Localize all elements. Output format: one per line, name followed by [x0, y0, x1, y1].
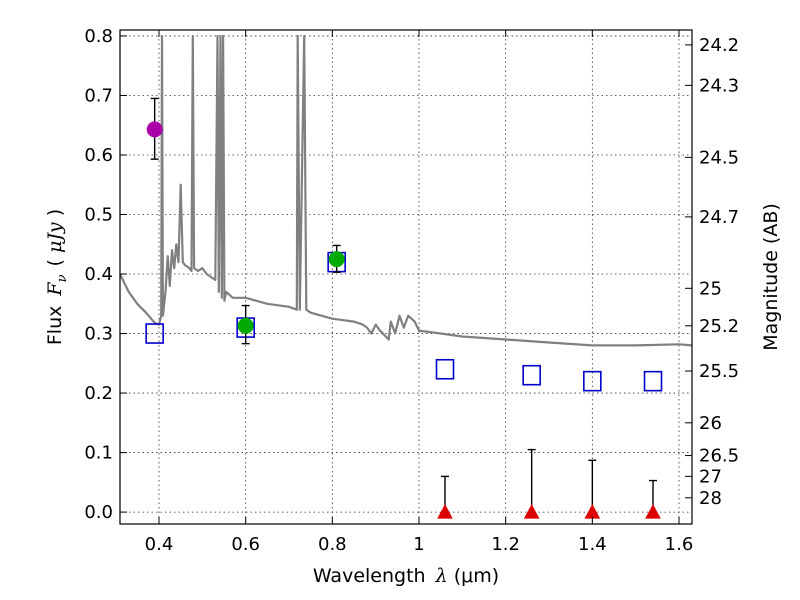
y-tick-label: 0.0 — [84, 502, 113, 523]
y-tick-label: 0.8 — [84, 26, 113, 47]
photometry-square-marker — [435, 358, 455, 380]
y-tick-label: 0.7 — [84, 85, 113, 106]
photometry-square-marker — [145, 323, 164, 344]
x-tick-label: 1.6 — [665, 534, 694, 555]
y2-tick-label: 24.5 — [699, 147, 739, 168]
y-tick-label: 0.5 — [84, 205, 113, 226]
y2-tick-label: 25 — [699, 278, 722, 299]
x-tick-label: 1.4 — [578, 534, 607, 555]
y-tick-label: 0.3 — [84, 324, 113, 345]
y2-tick-label: 26.5 — [699, 446, 739, 467]
y2-tick-label: 26 — [699, 413, 722, 434]
y-tick-label: 0.4 — [84, 264, 113, 285]
x-tick-label: 1.2 — [491, 534, 520, 555]
ticks: 0.4 0.6 0.8 1 1.2 1.4 1.6 0.0 0.1 0.2 0.3 0.4 0.5 0.6… — [84, 26, 739, 555]
x-tick-label: 0.4 — [145, 534, 174, 555]
y2-tick-label: 24.3 — [699, 75, 739, 96]
upper-limit-triangle — [437, 504, 453, 519]
measurement-point — [328, 251, 345, 268]
y2-tick-label: 25.2 — [699, 316, 739, 337]
plot-frame — [119, 29, 693, 525]
y2-axis-label: Magnitude (AB) — [760, 203, 782, 351]
y2-tick-label: 24.7 — [699, 207, 739, 228]
x-axis-label: Wavelength λ (μm) — [313, 565, 499, 587]
photometry-square-marker — [522, 364, 541, 386]
spectrum-line — [119, 34, 693, 347]
upper-limit-triangle — [523, 504, 540, 519]
y-tick-label: 0.1 — [84, 443, 113, 464]
y-axis-label: Flux Fν( μJy ) — [44, 209, 70, 345]
spectrum-layer — [119, 34, 693, 347]
x-tick-label: 0.6 — [231, 534, 260, 555]
measurement-point — [237, 317, 254, 334]
grid — [120, 30, 692, 524]
x-tick-label: 1 — [413, 534, 424, 555]
photometry-square-marker — [583, 370, 602, 392]
y2-tick-label: 24.2 — [699, 35, 739, 56]
photometry-square-marker — [643, 370, 663, 392]
marker-layer — [145, 97, 663, 519]
y2-tick-label: 25.5 — [699, 361, 739, 382]
y2-tick-label: 28 — [699, 488, 722, 509]
x-tick-label: 0.8 — [318, 534, 347, 555]
upper-limit-triangle — [645, 504, 661, 519]
measurement-point — [146, 121, 163, 138]
y-tick-label: 0.6 — [84, 145, 113, 166]
y-tick-label: 0.2 — [84, 383, 113, 404]
y2-tick-label: 27 — [699, 466, 722, 487]
